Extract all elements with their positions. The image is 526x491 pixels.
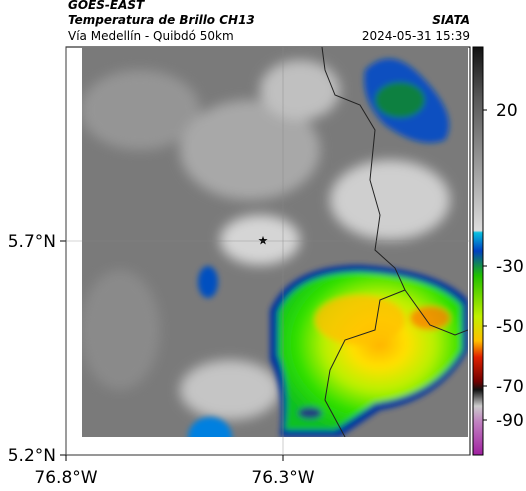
imagery <box>82 47 468 437</box>
datetime: 2024-05-31 15:39 <box>362 29 470 43</box>
title: Temperatura de Brillo CH13 <box>68 13 255 27</box>
colorbar <box>472 46 484 456</box>
lon-label: 76.8°W <box>34 468 97 488</box>
org: SIATA <box>432 13 470 27</box>
lat-label: 5.2°N <box>8 446 56 466</box>
lat-label: 5.7°N <box>8 232 56 252</box>
cbar-label: -70 <box>496 377 524 397</box>
source: GOES-EAST <box>68 0 145 12</box>
lon-label: 76.3°W <box>251 468 314 488</box>
cbar-label: -30 <box>496 257 524 277</box>
cbar-label: 20 <box>496 101 518 121</box>
subtitle: Vía Medellín - Quibdó 50km <box>68 29 234 43</box>
cbar-label: -90 <box>496 411 524 431</box>
cbar-label: -50 <box>496 317 524 337</box>
city-marker: ★ <box>258 234 269 248</box>
